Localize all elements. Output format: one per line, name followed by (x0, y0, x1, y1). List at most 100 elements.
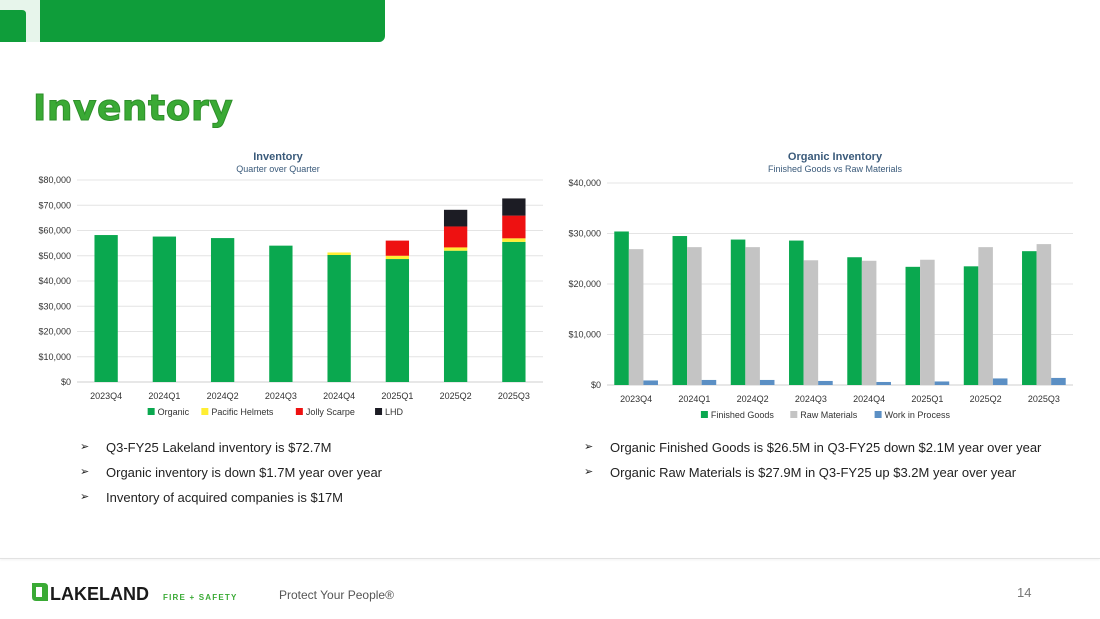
bar (905, 266, 921, 385)
x-tick-label: 2024Q4 (853, 394, 885, 404)
bar (934, 381, 950, 385)
header-bar (0, 0, 385, 42)
x-tick-label: 2025Q3 (1028, 394, 1060, 404)
x-tick-label: 2025Q2 (440, 391, 472, 401)
legend-swatch (147, 408, 155, 415)
x-tick-label: 2023Q4 (620, 394, 652, 404)
chart-subtitle: Quarter over Quarter (236, 164, 320, 174)
bar (992, 378, 1008, 385)
legend-label: Jolly Scarpe (306, 407, 355, 417)
tagline: Protect Your People® (279, 588, 394, 602)
bar (818, 380, 833, 385)
bar (876, 381, 891, 385)
x-tick-label: 2024Q3 (265, 391, 297, 401)
brand-name: LAKELAND (50, 584, 149, 604)
legend-label: Pacific Helmets (211, 407, 274, 417)
arrow-bullet-icon: ➢ (80, 491, 90, 503)
bar-segment (94, 235, 118, 382)
bar (643, 380, 658, 385)
y-tick-label: $80,000 (38, 175, 71, 185)
lakeland-logo: LAKELAND FIRE + SAFETY (32, 583, 238, 604)
bar-segment (385, 255, 410, 260)
bar-segment (443, 226, 468, 248)
legend-label: Organic (158, 407, 190, 417)
y-tick-label: $10,000 (38, 352, 71, 362)
bar (701, 379, 717, 385)
bar (1022, 251, 1037, 385)
bar-segment (210, 238, 235, 382)
bar-segment (502, 215, 526, 239)
page-number: 14 (1017, 585, 1032, 600)
bar-segment (443, 250, 468, 382)
bar (614, 231, 629, 385)
bar-segment (502, 241, 526, 382)
bar-segment (269, 245, 293, 382)
y-tick-label: $20,000 (568, 279, 601, 289)
y-tick-label: $0 (591, 380, 601, 390)
chart-title: Organic Inventory (788, 151, 883, 163)
bullet-item: ➢ Organic Raw Materials is $27.9M in Q3-F… (584, 465, 1017, 480)
arrow-bullet-icon: ➢ (80, 441, 90, 453)
x-tick-label: 2024Q3 (795, 394, 827, 404)
arrow-bullet-icon: ➢ (80, 466, 90, 478)
legend-label: Raw Materials (800, 410, 858, 420)
bar-segment (502, 238, 526, 242)
bar-segment (443, 209, 468, 227)
footer-divider (0, 558, 1100, 559)
y-tick-label: $60,000 (38, 226, 71, 236)
bar (847, 257, 862, 385)
chart-title: Inventory (253, 151, 303, 163)
y-tick-label: $40,000 (38, 276, 71, 286)
x-tick-label: 2024Q4 (323, 391, 355, 401)
y-tick-label: $20,000 (38, 327, 71, 337)
bar (687, 247, 702, 385)
chart-subtitle: Finished Goods vs Raw Materials (768, 164, 903, 174)
legend-label: Finished Goods (711, 410, 775, 420)
x-tick-label: 2024Q2 (737, 394, 769, 404)
bar-segment (152, 236, 177, 382)
y-tick-label: $70,000 (38, 200, 71, 210)
bar (672, 236, 688, 385)
bar (1036, 244, 1052, 385)
bullet-item: ➢ Organic inventory is down $1.7M year ov… (80, 465, 383, 480)
bar (963, 266, 979, 385)
x-tick-label: 2024Q1 (148, 391, 180, 401)
bar (759, 379, 775, 385)
x-tick-label: 2023Q4 (90, 391, 122, 401)
bullet-list-left: ➢ Q3-FY25 Lakeland inventory is $72.7M ➢ O… (80, 439, 382, 514)
bar (628, 249, 644, 385)
bar (789, 240, 804, 385)
legend-label: Work in Process (885, 410, 951, 420)
legend-label: LHD (385, 407, 404, 417)
bar (745, 247, 760, 385)
bar (803, 260, 819, 385)
legend-swatch (295, 408, 303, 415)
bar (1051, 377, 1066, 385)
legend-swatch (201, 408, 209, 415)
x-tick-label: 2025Q1 (381, 391, 413, 401)
x-tick-label: 2024Q1 (678, 394, 710, 404)
y-tick-label: $0 (61, 377, 71, 387)
y-tick-label: $30,000 (38, 301, 71, 311)
y-tick-label: $30,000 (568, 229, 601, 239)
bar-segment (327, 254, 351, 382)
y-tick-label: $10,000 (568, 330, 601, 340)
bullet-item: ➢ Q3-FY25 Lakeland inventory is $72.7M (80, 440, 332, 455)
bar (978, 247, 993, 385)
bar-segment (385, 259, 410, 382)
bullet-list-right: ➢ Organic Finished Goods is $26.5M in Q3-… (584, 439, 1041, 489)
leaf-logo-icon (0, 0, 40, 42)
arrow-bullet-icon: ➢ (584, 441, 594, 453)
legend-swatch (790, 411, 798, 418)
page-title: Inventory (32, 88, 234, 130)
brand-subtitle: FIRE + SAFETY (163, 593, 238, 602)
x-tick-label: 2025Q2 (970, 394, 1002, 404)
bar (861, 260, 877, 385)
bar-segment (327, 252, 351, 255)
x-tick-label: 2025Q3 (498, 391, 530, 401)
legend-swatch (700, 411, 708, 418)
bar-segment (502, 198, 526, 216)
bar-segment (443, 247, 468, 251)
